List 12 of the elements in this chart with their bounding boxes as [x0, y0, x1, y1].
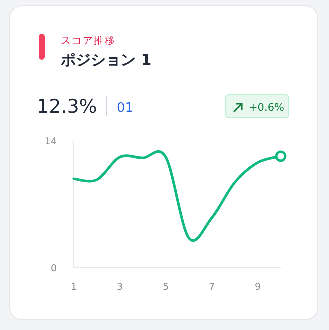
x-tick-label: 3: [116, 282, 124, 293]
chart-title: ポジション 1: [60, 51, 152, 69]
text: 12.3%: [37, 96, 98, 118]
text: +0.6%: [249, 102, 284, 114]
x-tick-label: 7: [208, 282, 216, 293]
y-tick-label: 14: [44, 136, 57, 148]
chart-subtitle: スコア推移: [61, 35, 116, 47]
x-tick-label: 5: [162, 282, 170, 293]
y-tick-label: 0: [50, 264, 57, 274]
x-tick-label: 9: [254, 282, 262, 293]
text: 01: [117, 101, 134, 116]
x-tick-label: 1: [70, 282, 78, 293]
